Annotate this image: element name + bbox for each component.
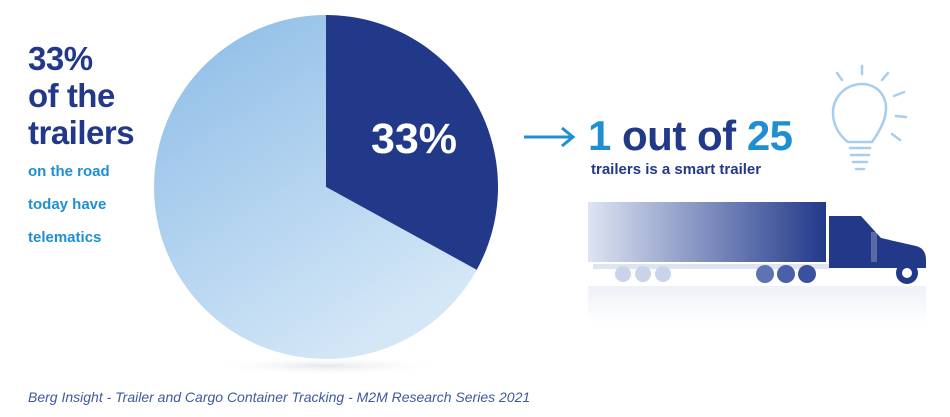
- detail-line-1: on the road: [28, 163, 110, 180]
- pie-shadow: [206, 357, 446, 375]
- slice-label-33: 33%: [371, 115, 457, 163]
- arrow-right-icon: [524, 126, 576, 148]
- headline-line-1: 33%: [28, 40, 93, 77]
- ratio-number-1: 1: [588, 112, 611, 159]
- pie-slice-2: [153, 14, 477, 360]
- ratio-subtitle: trailers is a smart trailer: [591, 161, 762, 178]
- detail-text: on the road today have telematics: [28, 160, 134, 250]
- ratio-mid-text: out of: [610, 112, 747, 159]
- lightbulb-icon: [831, 64, 908, 171]
- detail-line-2: today have: [28, 196, 107, 213]
- headline-line-3: trailers: [28, 114, 135, 151]
- pie-chart: 33%: [153, 14, 498, 375]
- truck-icon: [588, 202, 926, 324]
- headline-line-2: of the: [28, 77, 115, 114]
- left-text-block: 33% of the trailers on the road today ha…: [28, 40, 135, 259]
- source-footer: Berg Insight - Trailer and Cargo Contain…: [28, 389, 531, 405]
- headline-ratio: 1 out of 25: [588, 113, 793, 159]
- pie-slice-1: [326, 15, 498, 270]
- ratio-number-2: 25: [746, 112, 793, 159]
- detail-line-3: telematics: [28, 229, 102, 246]
